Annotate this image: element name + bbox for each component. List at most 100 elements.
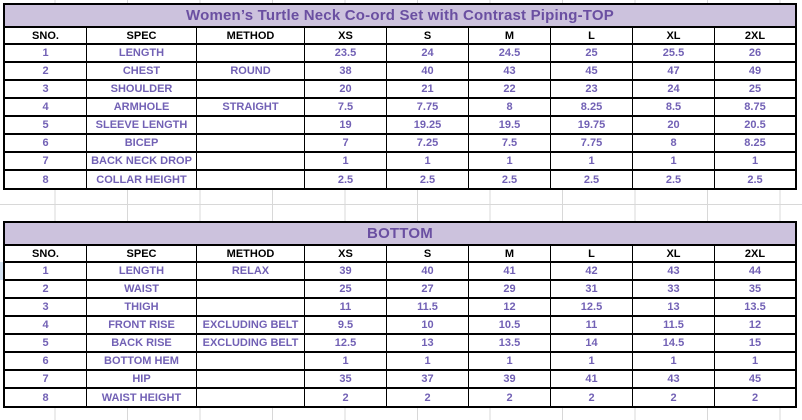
top-table-title: Women’s Turtle Neck Co-ord Set with Cont… (5, 5, 795, 28)
size-value-cell: 13 (633, 299, 715, 315)
size-value-cell: 1 (469, 153, 551, 169)
column-header-xs: XS (305, 28, 387, 43)
size-value-cell: 2 (387, 389, 469, 406)
size-value-cell: 2.5 (633, 171, 715, 188)
size-value-cell: 8.75 (744, 101, 766, 113)
size-value-cell: 8 (633, 135, 715, 151)
sno-cell: 7 (5, 371, 87, 387)
size-value-cell: 1 (469, 353, 551, 369)
spec-cell: THIGH (87, 299, 197, 315)
table-row: 8 WAIST HEIGHT 2 2 2 2 2 2 (5, 389, 795, 406)
spec-cell: BACK NECK DROP (87, 153, 197, 169)
sno-cell: 2 (5, 281, 87, 297)
size-value-cell: 11 (305, 299, 387, 315)
size-value-cell: 20 (633, 117, 715, 133)
size-value-cell: 8.25 (744, 137, 766, 149)
spec-cell: WAIST (87, 281, 197, 297)
spec-cell: BACK RISE (87, 335, 197, 351)
sheet-gridlines-gap (0, 190, 802, 221)
table-row: 5 SLEEVE LENGTH 19 19.25 19.5 19.75 20 20.5 (5, 117, 795, 135)
size-value-cell: 7.25 (387, 135, 469, 151)
size-value-cell: 1 (551, 353, 633, 369)
size-value-cell: 2.5 (551, 171, 633, 188)
method-cell (197, 281, 305, 297)
sno-cell: 5 (5, 117, 87, 133)
column-header-m: M (469, 28, 551, 43)
size-value-cell: 1 (551, 153, 633, 169)
table-row: 7 BACK NECK DROP 1 1 1 1 1 1 (5, 153, 795, 171)
column-header-sno: SNO. (5, 246, 87, 261)
method-cell (197, 117, 305, 133)
size-value-cell: 43 (633, 371, 715, 387)
table-row: 2 CHEST ROUND 38 40 43 45 47 49 (5, 63, 795, 81)
bottom-table-header-row: SNO. SPEC METHOD XS S M L XL 2XL (5, 246, 795, 263)
cell-selection-sliver (0, 262, 3, 280)
size-value-cell: 22 (469, 81, 551, 97)
spec-cell: HIP (87, 371, 197, 387)
size-value-cell: 13.5 (744, 301, 766, 313)
table-row: 2 WAIST 25 27 29 31 33 35 (5, 281, 795, 299)
column-header-l: L (551, 246, 633, 261)
method-cell: STRAIGHT (197, 99, 305, 115)
size-value-cell: 11.5 (387, 299, 469, 315)
size-value-cell: 1 (751, 155, 759, 167)
size-value-cell: 24 (387, 45, 469, 61)
sno-cell: 4 (5, 317, 87, 333)
column-header-m: M (469, 246, 551, 261)
column-header-method: METHOD (197, 246, 305, 261)
spec-cell: LENGTH (87, 263, 197, 279)
table-row: 4 FRONT RISE EXCLUDING BELT 9.5 10 10.5 11 11.5… (5, 317, 795, 335)
size-value-cell: 47 (633, 63, 715, 79)
sno-cell: 7 (5, 153, 87, 169)
size-value-cell: 2 (551, 389, 633, 406)
method-cell (197, 389, 305, 406)
size-value-cell: 25 (748, 83, 762, 95)
method-cell (197, 153, 305, 169)
method-cell: EXCLUDING BELT (197, 317, 305, 333)
size-value-cell: 8.25 (551, 99, 633, 115)
size-value-cell: 41 (551, 371, 633, 387)
method-cell (197, 353, 305, 369)
size-value-cell: 8 (469, 99, 551, 115)
spec-cell: BICEP (87, 135, 197, 151)
sno-cell: 1 (5, 263, 87, 279)
size-value-cell: 10.5 (469, 317, 551, 333)
table-row: 8 COLLAR HEIGHT 2.5 2.5 2.5 2.5 2.5 2.5 (5, 171, 795, 188)
spec-cell: ARMHOLE (87, 99, 197, 115)
column-header-spec: SPEC (87, 246, 197, 261)
size-value-cell: 27 (387, 281, 469, 297)
column-header-sno: SNO. (5, 28, 87, 43)
sno-cell: 1 (5, 45, 87, 61)
size-value-cell: 1 (633, 153, 715, 169)
method-cell: RELAX (197, 263, 305, 279)
method-cell (197, 171, 305, 188)
size-value-cell: 2 (469, 389, 551, 406)
column-header-s: S (387, 246, 469, 261)
method-cell (197, 299, 305, 315)
bottom-table-title: BOTTOM (5, 223, 795, 246)
size-value-cell: 15 (748, 337, 762, 349)
size-value-cell: 8.5 (633, 99, 715, 115)
table-row: 5 BACK RISE EXCLUDING BELT 12.5 13 13.5 14 14.5… (5, 335, 795, 353)
size-value-cell: 7.75 (551, 135, 633, 151)
size-value-cell: 10 (387, 317, 469, 333)
method-cell (197, 45, 305, 61)
size-value-cell: 38 (305, 63, 387, 79)
spec-cell: FRONT RISE (87, 317, 197, 333)
spec-cell: CHEST (87, 63, 197, 79)
size-value-cell: 39 (469, 371, 551, 387)
size-value-cell: 14.5 (633, 335, 715, 351)
column-header-2xl: 2XL (744, 29, 766, 42)
size-value-cell: 21 (387, 81, 469, 97)
empty-sheet-row (0, 190, 802, 205)
size-value-cell: 7 (305, 135, 387, 151)
size-value-cell: 25 (551, 45, 633, 61)
table-row: 3 THIGH 11 11.5 12 12.5 13 13.5 (5, 299, 795, 317)
size-value-cell: 12.5 (551, 299, 633, 315)
table-row: 7 HIP 35 37 39 41 43 45 (5, 371, 795, 389)
size-value-cell: 2.5 (469, 171, 551, 188)
method-cell: EXCLUDING BELT (197, 335, 305, 351)
size-value-cell: 1 (305, 153, 387, 169)
size-value-cell: 19.25 (387, 117, 469, 133)
size-value-cell: 45 (748, 373, 762, 385)
